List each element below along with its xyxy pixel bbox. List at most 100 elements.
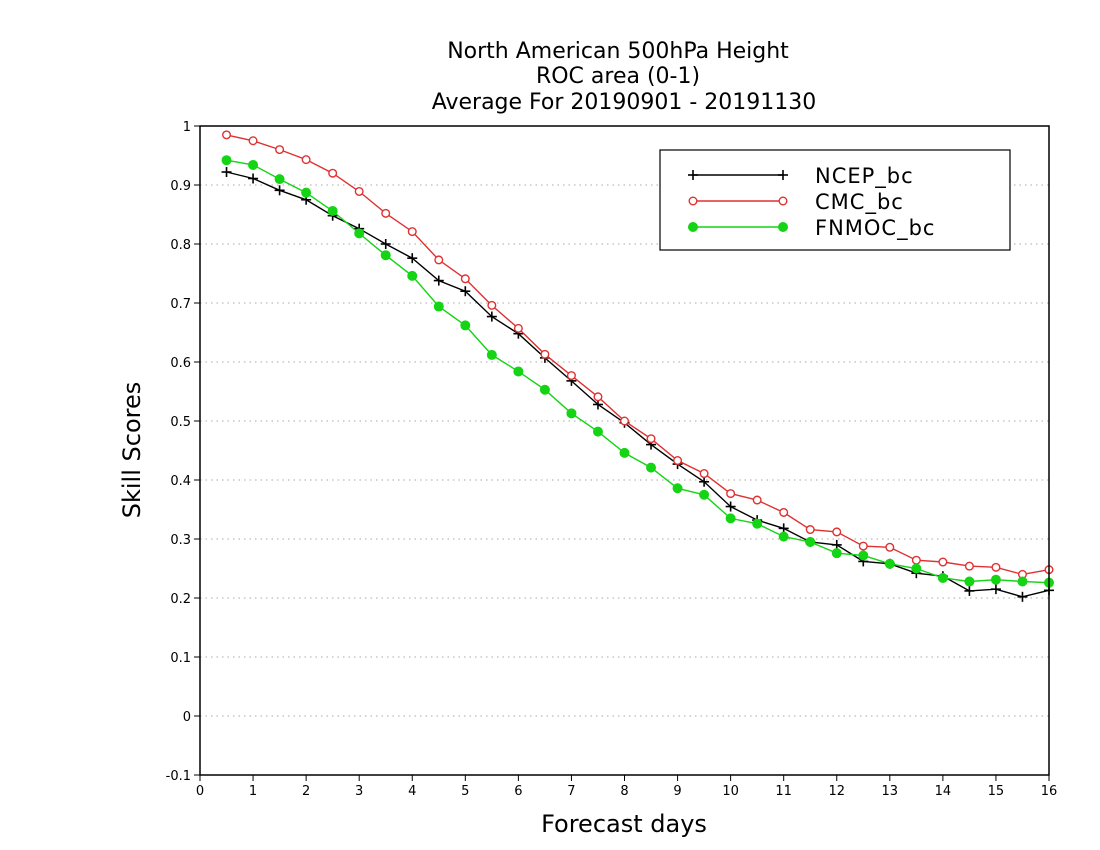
data-point-fnmoc-bc — [911, 563, 922, 574]
data-point-cmc-bc — [381, 208, 391, 218]
data-point-fnmoc-bc — [1017, 576, 1028, 587]
data-point-fnmoc-bc — [646, 462, 657, 473]
y-tick-label: 0.1 — [170, 651, 191, 666]
data-point-fnmoc-bc — [354, 228, 365, 239]
data-point-ncep-bc — [248, 173, 259, 184]
series-cmc-bc — [222, 130, 1054, 579]
legend-label: CMC_bc — [815, 190, 904, 215]
x-tick-label: 8 — [620, 784, 628, 799]
data-point-fnmoc-bc — [858, 550, 869, 561]
data-point-fnmoc-bc — [619, 447, 630, 458]
chart-title: North American 500hPa Height ROC area (0… — [432, 39, 817, 115]
data-point-cmc-bc — [222, 130, 232, 140]
data-point-cmc-bc — [301, 155, 311, 165]
legend-label: NCEP_bc — [815, 164, 914, 189]
y-tick-label: 0.4 — [170, 474, 191, 489]
legend-label: FNMOC_bc — [815, 216, 935, 241]
x-tick-label: 16 — [1041, 784, 1058, 799]
data-point-ncep-bc — [990, 584, 1001, 595]
legend-marker — [688, 222, 698, 232]
data-point-cmc-bc — [726, 489, 736, 499]
y-tick-label: 0 — [183, 710, 191, 725]
x-tick-label: 13 — [882, 784, 899, 799]
data-point-fnmoc-bc — [513, 366, 524, 377]
data-point-cmc-bc — [460, 274, 470, 284]
data-point-fnmoc-bc — [752, 518, 763, 529]
x-tick-label: 5 — [461, 784, 469, 799]
data-point-fnmoc-bc — [566, 408, 577, 419]
axis-ticks: -0.100.10.20.30.40.50.60.70.80.910 1 2 3 4 5 6… — [166, 120, 1058, 799]
data-point-fnmoc-bc — [301, 187, 312, 198]
legend-marker — [688, 170, 698, 180]
data-point-fnmoc-bc — [592, 426, 603, 437]
data-point-fnmoc-bc — [964, 576, 975, 587]
data-point-cmc-bc — [673, 456, 683, 466]
data-point-cmc-bc — [646, 434, 656, 444]
data-point-ncep-bc — [407, 253, 418, 264]
legend-item-ncep-bc: NCEP_bc — [688, 164, 914, 189]
data-point-fnmoc-bc — [672, 483, 683, 494]
x-tick-label: 9 — [673, 784, 681, 799]
data-point-ncep-bc — [1017, 591, 1028, 602]
series-fnmoc-bc — [221, 155, 1054, 588]
data-point-cmc-bc — [832, 527, 842, 537]
data-point-cmc-bc — [885, 542, 895, 552]
x-tick-label: 12 — [828, 784, 845, 799]
legend-marker — [778, 222, 788, 232]
x-tick-label: 3 — [355, 784, 363, 799]
data-point-cmc-bc — [620, 416, 630, 426]
series-line-cmc-bc — [226, 134, 1050, 576]
x-tick-label: 0 — [196, 784, 204, 799]
legend-item-fnmoc-bc: FNMOC_bc — [688, 216, 935, 241]
data-point-cmc-bc — [566, 371, 576, 381]
data-point-cmc-bc — [593, 392, 603, 402]
data-point-cmc-bc — [699, 469, 709, 479]
y-tick-label: 0.9 — [170, 179, 191, 194]
y-tick-label: 1 — [183, 120, 191, 135]
data-point-ncep-bc — [433, 275, 444, 286]
data-point-fnmoc-bc — [699, 489, 710, 500]
data-point-fnmoc-bc — [221, 155, 232, 166]
data-point-ncep-bc — [221, 167, 232, 178]
data-point-cmc-bc — [752, 495, 762, 505]
legend-marker — [778, 170, 788, 180]
y-tick-label: 0.2 — [170, 592, 191, 607]
data-point-fnmoc-bc — [486, 349, 497, 360]
data-point-fnmoc-bc — [805, 536, 816, 547]
data-point-ncep-bc — [460, 286, 471, 297]
y-tick-label: 0.5 — [170, 415, 191, 430]
data-point-fnmoc-bc — [937, 572, 948, 583]
data-point-cmc-bc — [938, 557, 948, 567]
data-point-fnmoc-bc — [380, 250, 391, 261]
data-point-cmc-bc — [248, 136, 258, 146]
data-point-ncep-bc — [486, 311, 497, 322]
data-point-ncep-bc — [725, 501, 736, 512]
data-point-fnmoc-bc — [327, 205, 338, 216]
data-point-fnmoc-bc — [433, 301, 444, 312]
data-point-fnmoc-bc — [778, 531, 789, 542]
data-point-fnmoc-bc — [990, 574, 1001, 585]
x-tick-label: 2 — [302, 784, 310, 799]
legend-marker — [778, 196, 788, 206]
data-point-cmc-bc — [911, 555, 921, 565]
data-point-fnmoc-bc — [407, 270, 418, 281]
data-point-cmc-bc — [407, 227, 417, 237]
data-point-cmc-bc — [964, 561, 974, 571]
data-point-cmc-bc — [858, 541, 868, 551]
data-point-fnmoc-bc — [831, 548, 842, 559]
y-tick-label: 0.7 — [170, 297, 191, 312]
x-tick-label: 15 — [988, 784, 1005, 799]
data-point-cmc-bc — [487, 300, 497, 310]
data-series — [221, 130, 1054, 602]
data-point-cmc-bc — [779, 507, 789, 517]
data-point-fnmoc-bc — [884, 558, 895, 569]
data-point-ncep-bc — [699, 476, 710, 487]
legend-item-cmc-bc: CMC_bc — [688, 190, 904, 215]
x-tick-label: 10 — [722, 784, 739, 799]
data-point-cmc-bc — [805, 525, 815, 535]
x-tick-label: 6 — [514, 784, 522, 799]
data-point-cmc-bc — [434, 255, 444, 265]
data-point-fnmoc-bc — [274, 174, 285, 185]
